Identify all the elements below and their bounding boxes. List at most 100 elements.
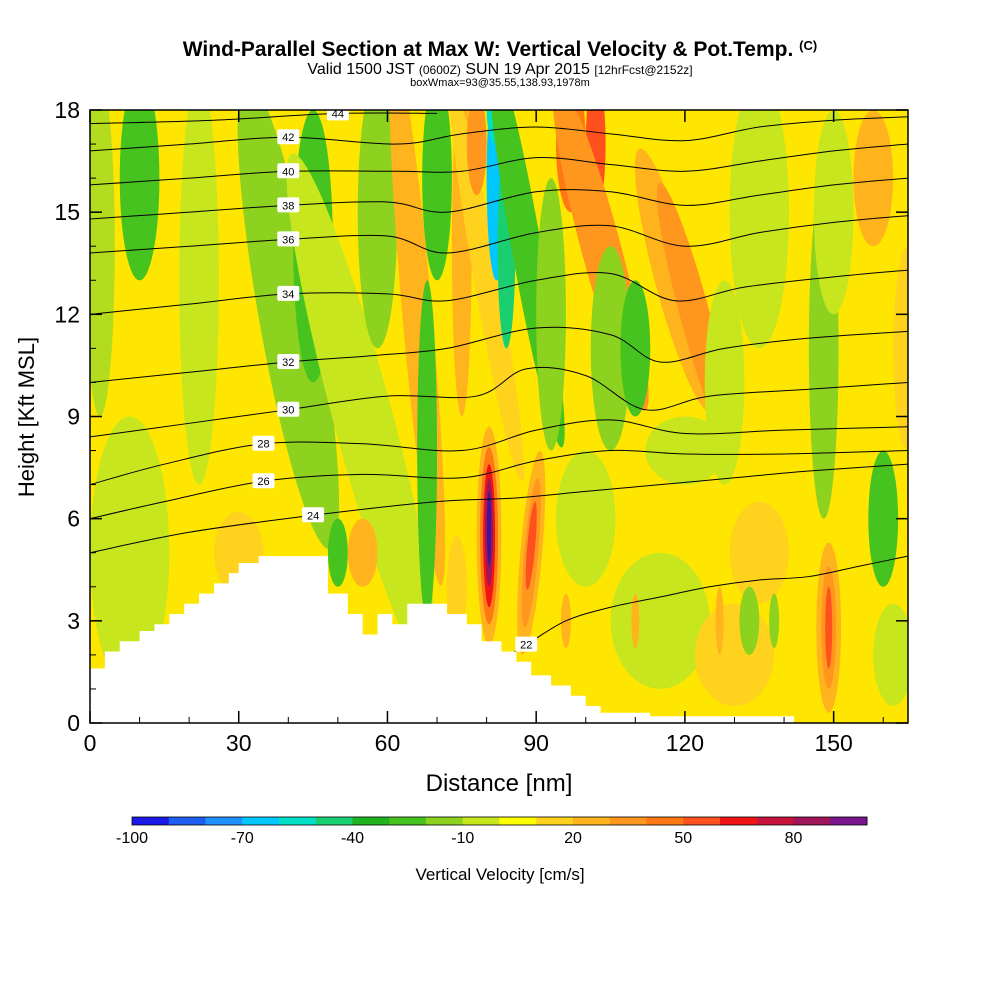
contour-label-bg bbox=[277, 285, 300, 301]
contour-label-bg bbox=[252, 473, 275, 489]
velocity-cell bbox=[446, 535, 467, 638]
velocity-cell bbox=[327, 518, 348, 587]
colorbar-swatch bbox=[756, 817, 794, 825]
colorbar-swatch bbox=[279, 817, 317, 825]
contour-label-bg bbox=[277, 401, 300, 417]
theta-contour-40 bbox=[90, 143, 908, 186]
contour-label-bg bbox=[326, 110, 349, 121]
theta-contour-34 bbox=[90, 269, 908, 315]
subtitle-date: SUN 19 Apr 2015 bbox=[465, 61, 590, 78]
colorbar-swatch bbox=[389, 817, 427, 825]
velocity-cell bbox=[179, 110, 219, 485]
velocity-cell bbox=[422, 110, 452, 281]
velocity-cell bbox=[645, 416, 725, 485]
colorbar-swatch bbox=[536, 817, 574, 825]
velocity-cell bbox=[853, 110, 894, 247]
velocity-cell bbox=[631, 593, 640, 649]
colorbar-swatch bbox=[830, 817, 868, 825]
colorbar-swatch bbox=[646, 817, 684, 825]
colorbar-swatch bbox=[132, 817, 170, 825]
colorbar-swatch bbox=[720, 817, 758, 825]
contour-label-bg bbox=[277, 163, 300, 179]
contour-label: 38 bbox=[282, 200, 294, 212]
colorbar-swatch bbox=[426, 817, 464, 825]
y-tick-label: 15 bbox=[54, 199, 80, 225]
velocity-cell bbox=[90, 110, 115, 417]
chart-title: Wind-Parallel Section at Max W: Vertical… bbox=[0, 38, 1000, 62]
velocity-cell bbox=[873, 603, 908, 706]
theta-contour-24 bbox=[90, 463, 908, 554]
colorbar-swatch bbox=[352, 817, 390, 825]
velocity-cell bbox=[893, 246, 908, 451]
contour-label: 40 bbox=[282, 166, 294, 178]
theta-contour-42 bbox=[90, 116, 908, 152]
x-tick-label: 120 bbox=[666, 730, 704, 756]
colorbar: -100 -70 -40 -10 20 50 80 bbox=[116, 816, 868, 847]
colorbar-swatch bbox=[205, 817, 243, 825]
subtitle-utc: (0600Z) bbox=[418, 63, 461, 77]
colorbar-swatch bbox=[315, 817, 353, 825]
colorbar-tick-label: -100 bbox=[116, 830, 148, 847]
colorbar-tick-label: -70 bbox=[231, 830, 254, 847]
colorbar-label: Vertical Velocity [cm/s] bbox=[415, 865, 584, 884]
title-text: Wind-Parallel Section at Max W: Vertical… bbox=[182, 38, 794, 61]
velocity-cell bbox=[347, 518, 378, 587]
contour-label: 32 bbox=[282, 357, 294, 369]
velocity-cell bbox=[813, 110, 854, 315]
x-tick-label: 90 bbox=[523, 730, 549, 756]
y-tick-label: 3 bbox=[67, 608, 80, 634]
colorbar-tick-label: -40 bbox=[341, 830, 364, 847]
contour-label: 26 bbox=[257, 476, 269, 488]
theta-contour-26 bbox=[90, 449, 908, 520]
colorbar-swatch bbox=[793, 817, 831, 825]
contour-label: 28 bbox=[257, 439, 269, 451]
y-tick-label: 0 bbox=[67, 710, 80, 736]
subtitle-valid: Valid 1500 JST bbox=[307, 61, 415, 78]
contour-label-bg bbox=[277, 197, 300, 213]
velocity-cell bbox=[466, 110, 487, 196]
velocity-cell bbox=[590, 246, 631, 451]
contour-label-bg bbox=[302, 507, 325, 523]
subtitle-forecast: [12hrFcst@2152z] bbox=[594, 63, 693, 77]
contour-label: 30 bbox=[282, 405, 294, 417]
velocity-cell bbox=[525, 501, 537, 591]
velocity-cell bbox=[556, 450, 616, 587]
colorbar-swatch bbox=[168, 817, 206, 825]
terrain-mask bbox=[90, 556, 908, 723]
velocity-cell bbox=[536, 178, 566, 451]
contour-label: 44 bbox=[332, 108, 344, 120]
velocity-cell bbox=[715, 586, 724, 655]
contour-label-bg bbox=[277, 231, 300, 247]
theta-contour-30 bbox=[90, 366, 908, 438]
y-tick-label: 6 bbox=[67, 506, 80, 532]
y-tick-label: 9 bbox=[67, 404, 80, 430]
colorbar-swatch bbox=[499, 817, 537, 825]
terrain bbox=[90, 556, 908, 723]
contour-label: 24 bbox=[307, 510, 319, 522]
theta-contour-32 bbox=[90, 326, 908, 383]
x-tick-label: 30 bbox=[226, 730, 252, 756]
theta-contour-28 bbox=[90, 419, 908, 486]
y-axis-label: Height [Kft MSL] bbox=[14, 337, 39, 497]
contour-label-bg bbox=[515, 636, 538, 652]
colorbar-tick-label: 80 bbox=[785, 830, 803, 847]
contour-label: 34 bbox=[282, 289, 294, 301]
velocity-cell bbox=[237, 110, 340, 550]
theta-contour-36 bbox=[90, 215, 908, 254]
contour-label: 36 bbox=[282, 234, 294, 246]
colorbar-tick-label: 20 bbox=[564, 830, 582, 847]
colorbar-swatch bbox=[609, 817, 647, 825]
x-tick-label: 60 bbox=[375, 730, 401, 756]
contour-label-bg bbox=[252, 435, 275, 451]
velocity-cell bbox=[286, 153, 439, 680]
velocity-cell bbox=[694, 603, 775, 706]
velocity-cell bbox=[729, 501, 790, 604]
contour-label-bg bbox=[277, 129, 300, 145]
colorbar-swatch bbox=[242, 817, 280, 825]
velocity-cell bbox=[729, 110, 790, 349]
x-tick-label: 150 bbox=[814, 730, 852, 756]
velocity-cell bbox=[739, 586, 760, 655]
theta-contours: 22 24 26 28 30 32 34 36 38 40 42 44 bbox=[90, 108, 908, 673]
